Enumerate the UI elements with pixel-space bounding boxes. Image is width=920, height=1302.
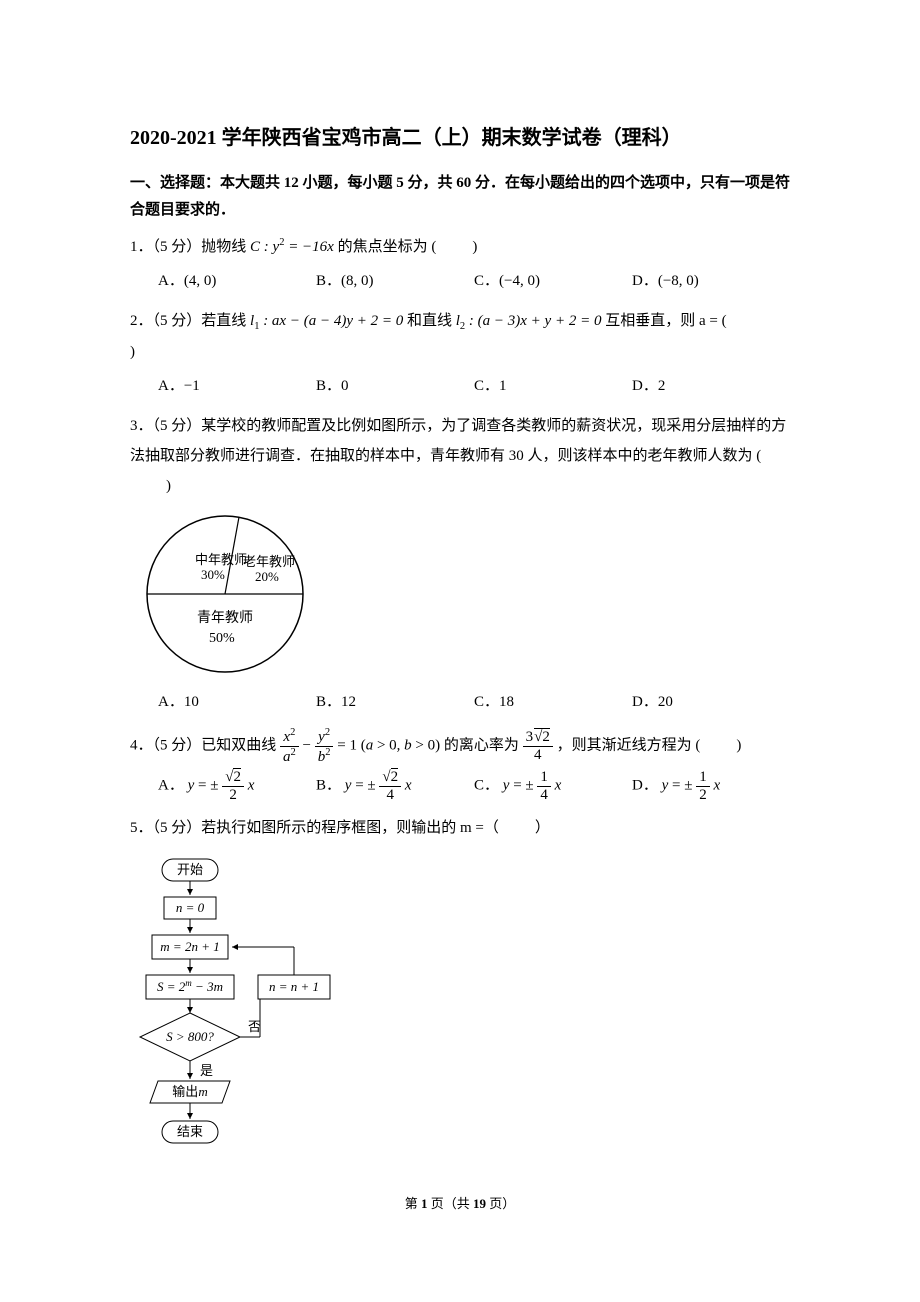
pie-chart: 中年教师 30% 老年教师 20% 青年教师 50% xyxy=(130,509,790,679)
q1-suffix: 的焦点坐标为 ( xyxy=(338,239,437,255)
pie-pct-mid: 30% xyxy=(201,567,225,582)
q2-text-c: 互相垂直，则 a = ( xyxy=(605,313,726,329)
q2-l1: l1 : ax − (a − 4)y + 2 = 0 xyxy=(250,313,403,329)
q2-l2: l2 : (a − 3)x + y + 2 = 0 xyxy=(456,313,602,329)
q1-opt-d: D．(−8, 0) xyxy=(632,266,790,296)
q4-prefix: 4．（5 分）已知双曲线 xyxy=(130,737,280,753)
q4-opt-b: B． y = ± √24 x xyxy=(316,769,474,803)
q3-close: ) xyxy=(166,478,171,494)
q1-options: A．(4, 0) B．(8, 0) C．(−4, 0) D．(−8, 0) xyxy=(130,266,790,296)
q4-eq1: = 1 (a > 0, b > 0) xyxy=(337,737,440,753)
q2-close: ) xyxy=(130,344,135,360)
pie-svg: 中年教师 30% 老年教师 20% 青年教师 50% xyxy=(130,509,320,679)
q2-options: A．−1 B．0 C．1 D．2 xyxy=(130,371,790,401)
q3-opt-c: C．18 xyxy=(474,687,632,717)
q3-opt-b: B．12 xyxy=(316,687,474,717)
q2-text-a: 2．（5 分）若直线 xyxy=(130,313,250,329)
flow-yes-label: 是 xyxy=(200,1063,213,1078)
q4-opt-d: D． y = ± 12 x xyxy=(632,769,790,803)
q3-opt-d: D．20 xyxy=(632,687,790,717)
q1-prefix: 1．（5 分）抛物线 xyxy=(130,239,246,255)
pie-label-old: 老年教师 xyxy=(243,554,295,569)
q4-opt-c: C． y = ± 14 x xyxy=(474,769,632,803)
footer-total: 19 xyxy=(473,1196,486,1211)
q2-opt-c: C．1 xyxy=(474,371,632,401)
flow-end-label: 结束 xyxy=(177,1124,203,1139)
pie-label-mid: 中年教师 xyxy=(195,552,247,567)
question-2: 2．（5 分）若直线 l1 : ax − (a − 4)y + 2 = 0 和直… xyxy=(130,306,790,401)
q4-suffix-a: 的离心率为 xyxy=(444,737,523,753)
q3-opt-a: A．10 xyxy=(158,687,316,717)
pie-label-young: 青年教师 xyxy=(197,610,253,626)
q4-hyperbola-y: y2b2 xyxy=(315,727,334,765)
question-5: 5．（5 分）若执行如图所示的程序框图，则输出的 m =（ ） 开始 n = 0 … xyxy=(130,813,790,1172)
page-title: 2020-2021 学年陕西省宝鸡市高二（上）期末数学试卷（理科） xyxy=(130,120,790,156)
flow-n0-label: n = 0 xyxy=(176,900,205,915)
q2-opt-d: D．2 xyxy=(632,371,790,401)
q1-opt-a: A．(4, 0) xyxy=(158,266,316,296)
q4-options: A． y = ± √22 x B． y = ± √24 x C． y = ± 1… xyxy=(130,769,790,803)
flow-no-label: 否 xyxy=(248,1019,261,1034)
flowchart-svg: 开始 n = 0 m = 2n + 1 S = 2m − 3m S > 800?… xyxy=(130,851,360,1161)
q5-close: ） xyxy=(535,820,550,836)
flow-m-label: m = 2n + 1 xyxy=(160,939,219,954)
flow-start-label: 开始 xyxy=(177,862,203,877)
flowchart: 开始 n = 0 m = 2n + 1 S = 2m − 3m S > 800?… xyxy=(130,851,790,1172)
footer-a: 第 xyxy=(405,1196,421,1211)
q1-formula: C : y2 = −16x xyxy=(250,239,334,255)
question-1: 1．（5 分）抛物线 C : y2 = −16x 的焦点坐标为 () A．(4,… xyxy=(130,232,790,296)
page-footer: 第 1 页（共 19 页） xyxy=(130,1192,790,1215)
q4-opt-d-pre: D． xyxy=(632,777,658,793)
footer-c: 页） xyxy=(486,1196,515,1211)
q4-suffix-b: ，则其渐近线方程为 ( xyxy=(557,737,701,753)
q4-opt-a: A． y = ± √22 x xyxy=(158,769,316,803)
q4-hyperbola-x: x2a2 xyxy=(280,727,299,765)
flow-cond-label: S > 800? xyxy=(166,1029,214,1044)
pie-pct-old: 20% xyxy=(255,569,279,584)
q1-opt-c: C．(−4, 0) xyxy=(474,266,632,296)
q2-opt-b: B．0 xyxy=(316,371,474,401)
q3-options: A．10 B．12 C．18 D．20 xyxy=(130,687,790,717)
flow-out-label: 输出m xyxy=(172,1084,207,1099)
q3-text: 3．（5 分）某学校的教师配置及比例如图所示，为了调查各类教师的薪资状况，现采用… xyxy=(130,418,786,464)
question-3: 3．（5 分）某学校的教师配置及比例如图所示，为了调查各类教师的薪资状况，现采用… xyxy=(130,411,790,717)
pie-pct-young: 50% xyxy=(209,631,235,646)
q2-text-b: 和直线 xyxy=(407,313,456,329)
q2-opt-a: A．−1 xyxy=(158,371,316,401)
q1-opt-b: B．(8, 0) xyxy=(316,266,474,296)
q4-opt-c-pre: C． xyxy=(474,777,499,793)
section-header: 一、选择题：本大题共 12 小题，每小题 5 分，共 60 分．在每小题给出的四… xyxy=(130,170,790,224)
question-4: 4．（5 分）已知双曲线 x2a2 − y2b2 = 1 (a > 0, b >… xyxy=(130,727,790,803)
q5-text: 5．（5 分）若执行如图所示的程序框图，则输出的 m =（ xyxy=(130,820,499,836)
flow-inc-label: n = n + 1 xyxy=(269,979,319,994)
q4-minus: − xyxy=(303,737,315,753)
footer-b: 页（共 xyxy=(427,1196,473,1211)
q4-opt-b-pre: B． xyxy=(316,777,341,793)
q4-opt-a-pre: A． xyxy=(158,777,184,793)
q4-ecc: 3√24 xyxy=(523,729,553,763)
